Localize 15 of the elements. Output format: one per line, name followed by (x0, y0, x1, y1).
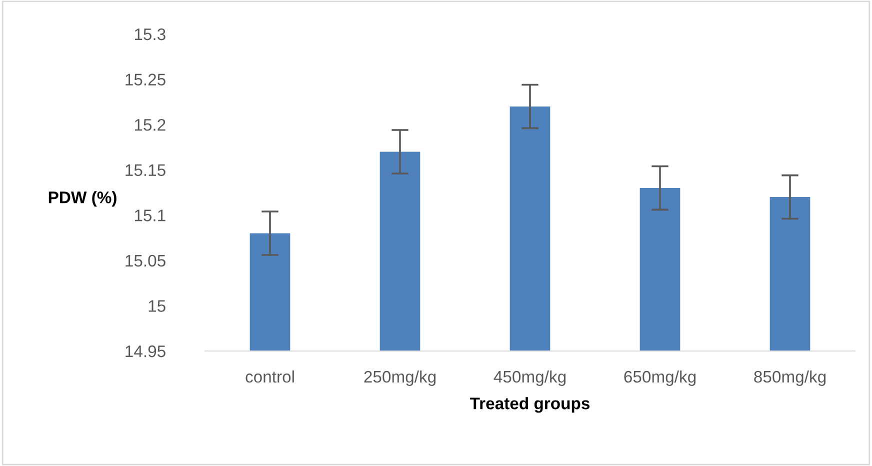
y-tick-label: 15.3 (134, 28, 166, 40)
x-tick-label: 850mg/kg (754, 370, 826, 386)
y-tick-label: 15.2 (134, 118, 166, 131)
y-tick-label: 15.25 (126, 74, 166, 86)
y-tick-label: 14.95 (126, 345, 166, 358)
y-tick-label: 15.05 (126, 254, 166, 267)
y-tick-label: 15.1 (134, 210, 166, 222)
x-tick-label: 250mg/kg (364, 370, 436, 386)
x-tick-label: 650mg/kg (624, 370, 696, 386)
x-tick-label: 450mg/kg (494, 370, 566, 386)
x-tick-label: control (246, 370, 294, 383)
x-axis-title: Treated groups (470, 397, 590, 413)
y-tick-label: 15 (148, 300, 166, 312)
y-axis-title: PDW (%) (48, 191, 116, 207)
y-tick-label: 15.15 (126, 164, 166, 176)
